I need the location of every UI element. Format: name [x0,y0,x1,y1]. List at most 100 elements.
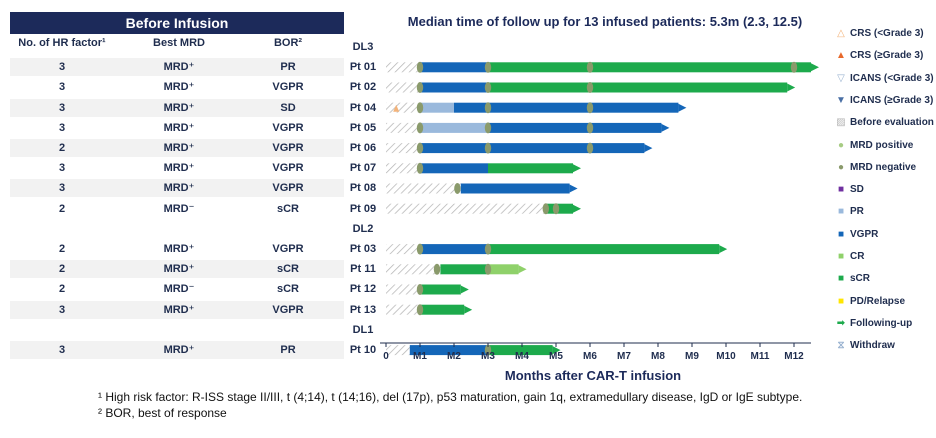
table-row-background [10,341,344,359]
mrd-negative-marker [416,102,424,114]
x-tick-label: M10 [716,351,736,362]
bar-segment-before [386,244,420,255]
mrd-negative-marker [484,263,492,275]
legend-item: ▲ CRS (≥Grade 3) [836,50,923,61]
mrd-negative-marker [586,61,594,73]
mrd-negative-marker [416,243,424,255]
bar-segment-before [386,122,420,133]
legend-label: ICANS (<Grade 3) [850,72,934,84]
mrd-negative-marker [586,82,594,93]
footnote-bor: ² BOR, best of response [98,406,227,420]
table-row-background [10,98,344,117]
hr-factor-cell: 3 [58,61,66,74]
patient-label: Pt 02 [349,81,377,94]
best-mrd-cell: MRD⁺ [163,81,195,94]
legend-item: ▽ ICANS (<Grade 3) [836,73,934,84]
best-mrd-cell: MRD⁻ [163,202,195,215]
best-mrd-cell: MRD⁺ [163,344,195,356]
best-mrd-cell: MRD⁺ [163,243,195,255]
legend-label: SD [850,184,864,196]
patient-label: Pt 07 [349,162,377,175]
patient-label: Pt 08 [349,182,377,195]
legend-swatch-icon: ▲ [836,50,846,62]
legend-swatch-icon: ● [837,139,845,151]
x-tick-label: 0 [383,351,389,362]
patient-label: Pt 06 [349,142,377,154]
legend-swatch-icon: ■ [837,228,845,240]
bar-segment-scr [488,62,811,73]
bar-segment-pr [420,102,454,113]
mrd-negative-marker [454,183,461,194]
follow-up-arrow [518,265,527,274]
mrd-negative-marker [484,142,492,154]
legend-label: sCR [850,273,871,285]
mrd-negative-marker [484,82,492,93]
bar-segment-before [386,264,441,275]
follow-up-arrow [460,285,469,294]
before-infusion-header: Before Infusion [10,12,344,34]
mrd-negative-marker [416,122,424,134]
legend-swatch-icon: ■ [837,184,845,196]
bar-segment-vgpr [420,143,645,154]
follow-up-arrow [644,144,653,153]
x-tick-label: M6 [583,351,597,362]
legend-item: ■ sCR [836,273,870,284]
bar-segment-vgpr [420,82,488,93]
bar-segment-before [386,102,420,113]
table-row-background [10,58,344,77]
bar-segment-scr [420,284,461,295]
bor-cell: sCR [276,202,299,215]
bar-segment-before [386,203,546,214]
bar-segment-before [386,183,461,194]
mrd-negative-marker [484,243,492,255]
legend-item: ■ PD/Relapse [836,296,905,307]
bar-segment-scr [420,304,465,315]
bor-cell: VGPR [272,121,304,134]
follow-up-arrow [811,63,819,72]
bor-cell: VGPR [272,162,304,175]
legend-swatch-icon: ■ [837,251,845,262]
x-tick-label: M3 [481,351,495,362]
mrd-negative-marker [416,304,424,316]
legend-item: ▨ Before evaluation [836,117,934,128]
legend-label: PD/Relapse [850,295,906,307]
x-tick-label: M12 [784,351,804,362]
bar-segment-scr [488,163,573,174]
mrd-negative-marker [790,61,798,73]
bor-cell: sCR [276,283,299,296]
patient-label: Pt 05 [349,121,377,134]
legend-swatch-icon: ■ [837,273,845,285]
x-tick-label: M9 [685,351,699,362]
legend-swatch-icon: ▽ [837,72,845,84]
legend-label: ICANS (≥Grade 3) [850,94,934,106]
legend-item: ● MRD negative [836,162,916,173]
mrd-negative-marker [416,142,424,154]
bar-segment-before [386,163,420,174]
bar-segment-scr [440,264,488,275]
hr-factor-cell: 3 [58,101,66,114]
crs-low-grade-marker [393,104,400,112]
legend-item: ● MRD positive [836,140,913,151]
patient-label: Pt 01 [349,61,377,74]
bar-segment-before [386,284,420,295]
bar-segment-pr [420,122,488,133]
bor-cell: SD [280,101,296,114]
best-mrd-cell: MRD⁺ [163,162,195,175]
legend-swatch-icon: ➡ [836,317,846,329]
mrd-negative-marker [586,102,594,114]
bar-segment-before [386,304,420,315]
bor-cell: VGPR [272,243,304,255]
mrd-negative-marker [416,61,424,73]
legend-label: CRS (<Grade 3) [850,28,924,39]
legend-label: Following-up [850,317,913,329]
mrd-negative-marker [484,122,492,134]
table-row-background [10,179,344,198]
best-mrd-cell: MRD⁺ [163,61,195,74]
follow-up-arrow [464,305,473,314]
best-mrd-cell: MRD⁺ [163,101,195,114]
hr-factor-cell: 3 [58,81,66,94]
follow-up-arrow [552,346,561,355]
legend-label: PR [850,206,864,218]
bor-cell: VGPR [272,182,304,195]
bar-segment-vgpr [454,102,679,113]
